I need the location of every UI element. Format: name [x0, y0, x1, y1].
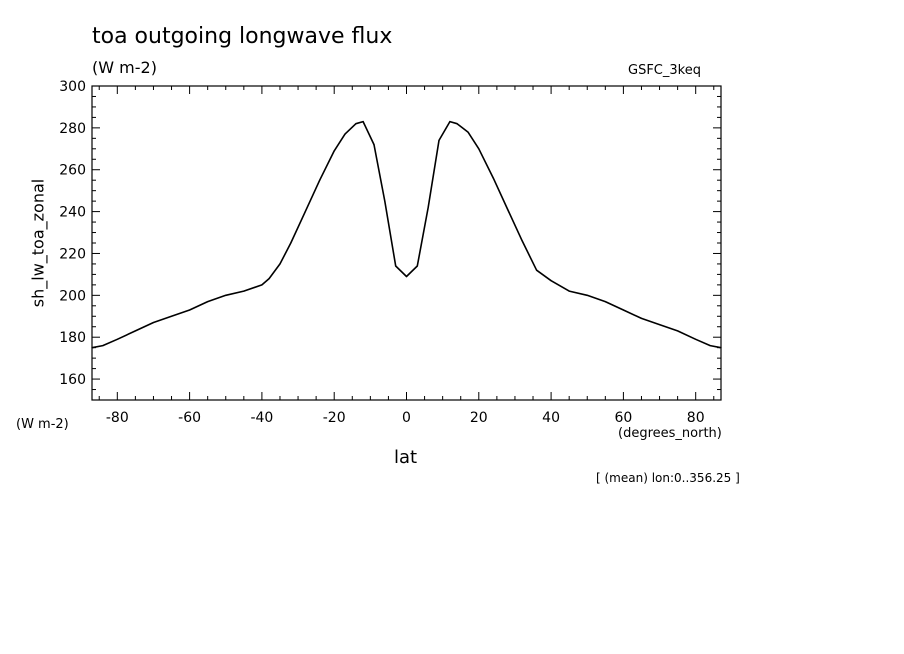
series-point [492, 177, 494, 179]
footnote: [ (mean) lon:0..356.25 ] [596, 471, 740, 485]
y-tick-label: 180 [59, 330, 86, 346]
series-point [207, 301, 209, 303]
x-tick-label: -20 [323, 410, 346, 426]
series-point [449, 120, 451, 123]
series-point [268, 277, 270, 280]
series-point [384, 200, 386, 202]
x-tick-label: 60 [614, 410, 632, 426]
series-point [658, 324, 661, 326]
series-point [91, 347, 93, 349]
series-point [102, 344, 104, 347]
x-tick-label: 80 [687, 410, 705, 426]
x-axis-units: (degrees_north) [618, 426, 722, 441]
series-point [416, 265, 418, 267]
y-tick-label: 260 [59, 163, 86, 179]
series-point [116, 338, 118, 340]
series-point [427, 206, 429, 209]
series-point [319, 179, 321, 181]
x-tick-label: -60 [178, 410, 201, 426]
series-point [536, 269, 538, 271]
y-tick-label: 280 [59, 121, 86, 137]
chart-title: toa outgoing longwave flux [92, 24, 393, 49]
series-point [290, 242, 292, 244]
series-point [134, 330, 136, 332]
x-tick-label: -40 [250, 410, 273, 426]
series-point [507, 208, 509, 211]
series-point [170, 315, 173, 317]
series-point [467, 131, 469, 133]
series-point [478, 148, 480, 150]
series-point [279, 263, 281, 265]
axis-tick-labels: -80 -60 -40 -20 0 20 40 60 80 160 180 200 220 240 260 2… [59, 79, 704, 426]
y-tick-label: 300 [59, 79, 86, 95]
series-point [344, 133, 346, 135]
series-point [225, 294, 227, 296]
series-point [720, 347, 722, 349]
series-point [568, 290, 570, 292]
x-axis-label: lat [394, 447, 418, 468]
series-point [640, 317, 643, 319]
y-axis-units: (W m-2) [16, 417, 69, 432]
series-point [456, 123, 458, 125]
y-tick-label: 220 [59, 246, 86, 262]
series-line [91, 120, 722, 349]
series-point [550, 280, 552, 282]
x-tick-label: 40 [542, 410, 560, 426]
series-point [695, 338, 697, 340]
x-tick-label: 20 [470, 410, 488, 426]
series-group [91, 120, 722, 349]
series-point [709, 344, 711, 347]
series-point [355, 123, 357, 125]
chart-subtitle-units: (W m-2) [92, 58, 157, 77]
series-point [373, 144, 375, 146]
y-tick-label: 160 [59, 372, 86, 388]
plot-frame [91, 85, 722, 401]
axis-ticks [92, 85, 721, 401]
series-point [438, 139, 440, 142]
y-tick-label: 240 [59, 205, 86, 221]
series-point [243, 290, 245, 292]
x-tick-label: -80 [106, 410, 129, 426]
y-tick-label: 200 [59, 288, 86, 304]
series-point [405, 275, 408, 278]
series-point [304, 211, 306, 213]
series-point [362, 120, 364, 123]
series-point [189, 309, 191, 311]
series-point [622, 309, 624, 311]
series-point [604, 301, 606, 303]
series-point [333, 150, 335, 152]
series-point [521, 240, 523, 242]
x-tick-label: 0 [402, 410, 411, 426]
series-point [395, 265, 397, 267]
series-point [261, 284, 263, 286]
series-point [586, 294, 588, 296]
source-label: GSFC_3keq [628, 63, 701, 78]
series-point [152, 321, 155, 324]
series-point [677, 330, 679, 332]
